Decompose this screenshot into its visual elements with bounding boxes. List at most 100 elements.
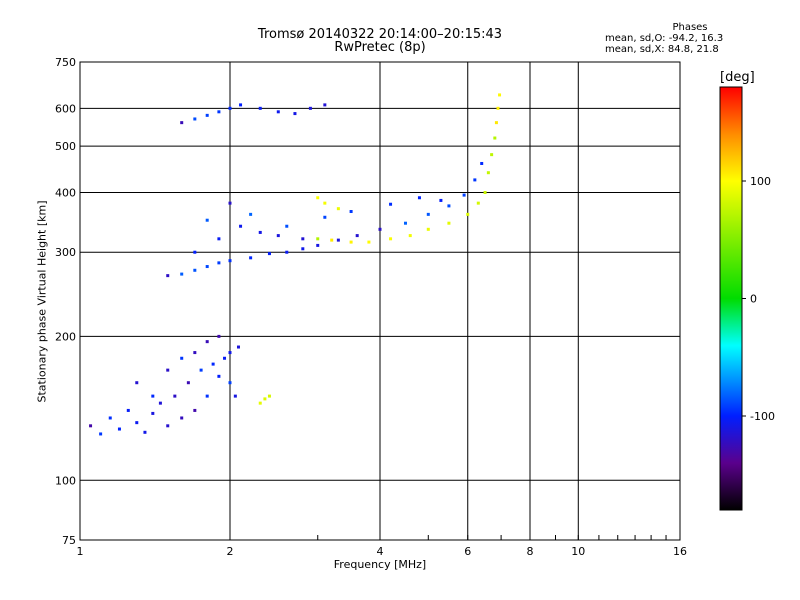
data-point [135,381,139,385]
data-point [389,202,393,206]
data-point [323,103,327,107]
data-point [239,224,243,228]
data-point [228,259,232,263]
data-point [108,416,112,420]
data-point [228,106,232,110]
data-point [367,240,371,244]
data-point [89,424,93,428]
x-tick-label: 8 [527,545,534,558]
data-point [99,432,103,436]
data-point [205,340,209,344]
data-point [205,265,209,269]
data-point [180,416,184,420]
data-point [217,261,221,265]
y-tick-label: 750 [55,56,76,69]
data-point [180,121,184,125]
data-point [193,117,197,121]
data-point [490,153,494,157]
x-axis: 1 2 4 6 8 10 16 [77,535,687,558]
data-point [236,345,240,349]
data-point [180,272,184,276]
data-point [285,224,289,228]
data-point [293,112,297,116]
data-point [166,274,170,278]
data-point [143,430,147,434]
data-point [316,196,320,200]
data-point [228,381,232,385]
data-point [439,198,443,202]
data-point [476,201,480,205]
data-point [223,356,227,360]
data-point [494,121,498,125]
data-point [173,394,177,398]
data-point [308,106,312,110]
data-point [316,237,320,241]
data-point [473,178,477,182]
colorbar-tick-label: 0 [750,293,757,306]
x-tick-label: 4 [377,545,384,558]
data-point [389,237,393,241]
colorbar-gradient [719,86,743,511]
phase-stats-heading: Phases [672,22,708,33]
data-point [267,394,271,398]
y-tick-label: 600 [55,102,76,115]
data-point [403,221,407,225]
data-point [249,256,253,260]
data-point [158,401,162,405]
x-tick-label: 10 [571,545,585,558]
phase-stats: Phases mean, sd,O: -94.2, 16.3 mean, sd,… [605,22,765,55]
y-tick-label: 200 [55,330,76,343]
data-point [276,110,280,114]
grid-lines [80,62,680,540]
x-axis-label: Frequency [MHz] [333,558,427,571]
data-point [336,238,340,242]
data-point [193,268,197,272]
data-point [135,421,139,425]
data-point [193,351,197,355]
y-axis: 75 100 200 300 400 500 600 750 [55,56,76,547]
data-point [211,362,215,366]
y-axis-label: Stationary phase Virtual Height [km] [35,200,49,403]
data-point [205,113,209,117]
data-points [89,93,502,436]
colorbar-tick-label: -100 [750,410,775,423]
data-point [258,106,262,110]
data-point [180,356,184,360]
data-point [186,381,190,385]
colorbar-tick-label: 100 [750,175,771,188]
x-tick-label: 2 [227,545,234,558]
data-point [258,230,262,234]
data-point [483,190,487,194]
data-point [316,243,320,247]
data-point [228,351,232,355]
x-tick-label: 16 [673,545,687,558]
data-point [323,201,327,205]
data-point [426,227,430,231]
data-point [151,394,155,398]
data-point [199,368,203,372]
data-point [217,334,221,338]
data-point [205,218,209,222]
y-tick-label: 500 [55,140,76,153]
data-point [447,221,451,225]
data-point [193,408,197,412]
data-point [276,234,280,238]
data-point [493,136,497,140]
data-point [447,204,451,208]
data-point [498,93,502,97]
data-point [205,394,209,398]
data-point [355,234,359,238]
data-point [239,103,243,107]
data-point [258,401,262,405]
phase-stats-x: mean, sd,X: 84.8, 21.8 [605,44,719,55]
data-point [408,234,412,238]
data-point [233,394,237,398]
data-point [217,110,221,114]
y-tick-label: 100 [55,474,76,487]
data-point [301,237,305,241]
data-point [117,427,121,431]
data-point [349,240,353,244]
data-point [228,201,232,205]
data-point [426,212,430,216]
